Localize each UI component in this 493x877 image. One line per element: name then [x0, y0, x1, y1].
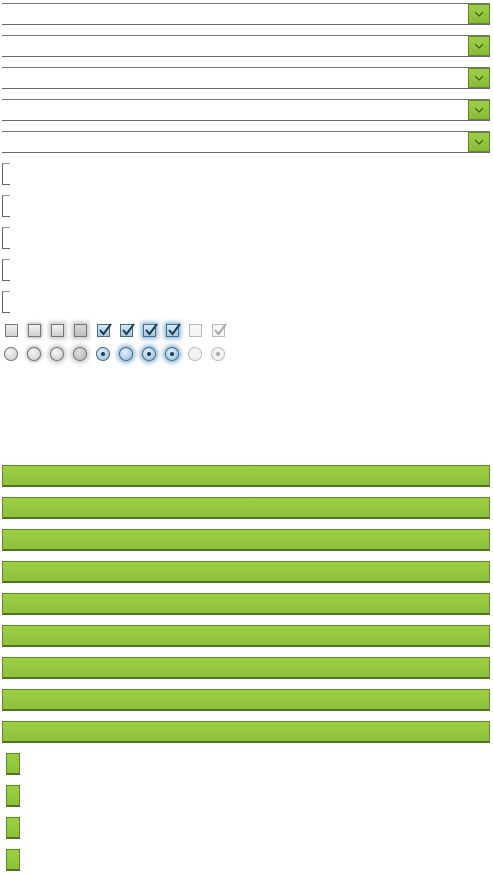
dropdown-4[interactable] [2, 99, 490, 121]
radio-unselected-pressed[interactable] [73, 347, 87, 361]
dropdown-5[interactable] [2, 131, 490, 153]
checkbox-checked-hover[interactable] [143, 323, 158, 337]
green-button-5[interactable] [2, 593, 490, 615]
chevron-down-icon[interactable] [468, 68, 490, 88]
text-input[interactable] [5, 262, 305, 278]
radio-unselected-hover[interactable] [27, 347, 41, 361]
chevron-down-icon[interactable] [468, 4, 490, 24]
green-button-4[interactable] [2, 561, 490, 583]
checkmark-icon [122, 323, 135, 336]
checkbox-disabled [189, 324, 202, 337]
text-input[interactable] [5, 230, 305, 246]
dropdown-2[interactable] [2, 35, 490, 57]
radio-selected-focus[interactable] [165, 347, 179, 361]
text-field-5[interactable] [2, 291, 305, 313]
radio-selected-hover[interactable] [142, 347, 156, 361]
chevron-down-icon[interactable] [468, 36, 490, 56]
text-field-3[interactable] [2, 227, 305, 249]
checkmark-icon [145, 323, 158, 336]
text-field-2[interactable] [2, 195, 305, 217]
green-button-3[interactable] [2, 529, 490, 551]
radio-dot-icon [101, 352, 105, 356]
radio-unselected[interactable] [4, 347, 18, 361]
small-green-button-3[interactable] [6, 817, 20, 839]
text-input[interactable] [5, 198, 305, 214]
chevron-down-icon[interactable] [468, 132, 490, 152]
checkbox-checked[interactable] [97, 323, 112, 337]
green-button-2[interactable] [2, 497, 490, 519]
green-button-8[interactable] [2, 689, 490, 711]
checkbox-checked-2[interactable] [120, 323, 135, 337]
text-field-1[interactable] [2, 163, 305, 185]
text-field-4[interactable] [2, 259, 305, 281]
checkbox-unchecked-hover[interactable] [28, 324, 41, 337]
checkbox-checked-focus[interactable] [166, 323, 181, 337]
small-green-button-2[interactable] [6, 785, 20, 807]
small-green-button-1[interactable] [6, 753, 20, 775]
dropdown-1[interactable] [2, 3, 490, 25]
radio-selected-pressed[interactable] [119, 347, 133, 361]
green-button-1[interactable] [2, 465, 490, 487]
radio-dot-icon [147, 352, 151, 356]
radio-disabled [188, 347, 202, 361]
checkmark-icon [168, 323, 181, 336]
radio-dot-icon [216, 352, 220, 356]
green-button-7[interactable] [2, 657, 490, 679]
text-input[interactable] [5, 294, 305, 310]
checkmark-icon [99, 323, 112, 336]
chevron-down-icon[interactable] [468, 100, 490, 120]
radio-selected[interactable] [96, 347, 110, 361]
text-input[interactable] [5, 166, 305, 182]
radio-unselected-focus[interactable] [50, 347, 64, 361]
small-green-button-4[interactable] [6, 849, 20, 871]
checkbox-unchecked-pressed[interactable] [74, 324, 87, 337]
radio-dot-icon [170, 352, 174, 356]
dropdown-3[interactable] [2, 67, 490, 89]
green-button-9[interactable] [2, 721, 490, 743]
checkbox-unchecked-focus[interactable] [51, 324, 64, 337]
checkbox-unchecked[interactable] [5, 324, 18, 337]
checkmark-icon [214, 323, 227, 336]
green-button-6[interactable] [2, 625, 490, 647]
checkbox-checked-disabled [212, 323, 227, 337]
radio-selected-disabled [211, 347, 225, 361]
